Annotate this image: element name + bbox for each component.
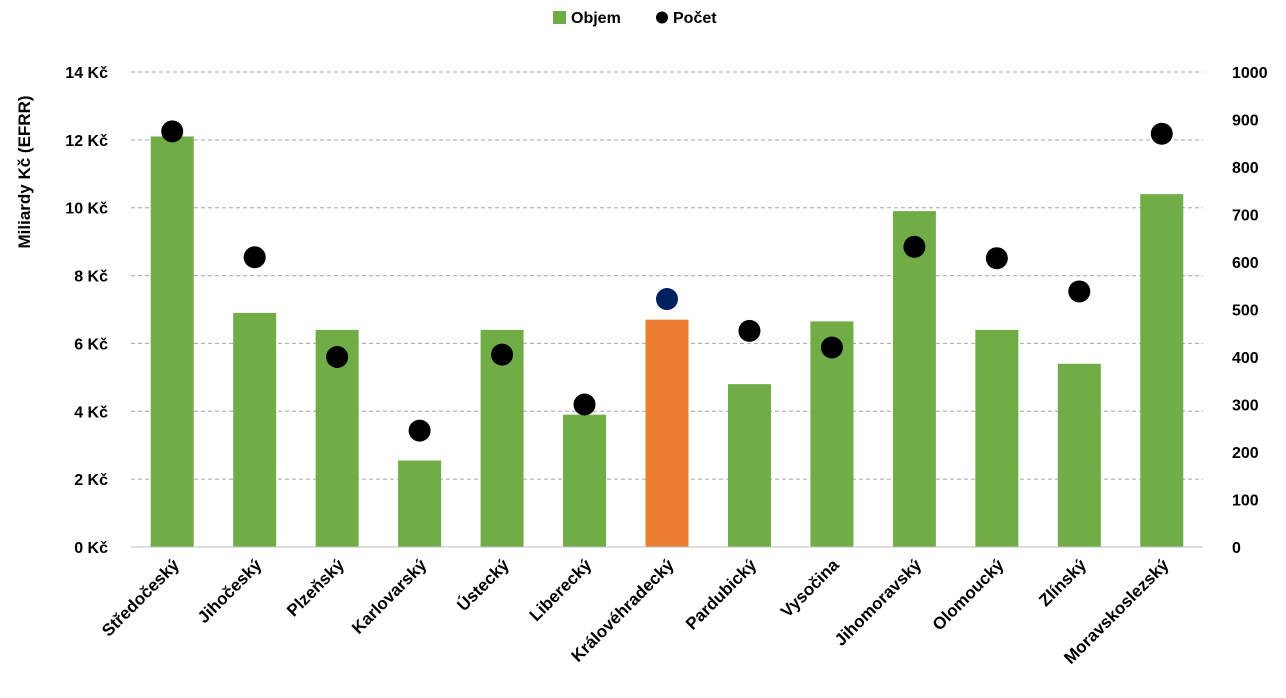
y2-tick-label: 700 <box>1232 208 1259 225</box>
y-tick-label: 0 Kč <box>74 540 108 557</box>
point-pocet <box>408 419 431 442</box>
points-pocet <box>161 120 1173 442</box>
x-tick-label: Jihočeský <box>194 555 266 627</box>
bar-objem <box>150 136 194 547</box>
y-tick-label: 6 Kč <box>74 336 108 353</box>
y2-tick-label: 0 <box>1232 540 1241 557</box>
y2-tick-label: 800 <box>1232 160 1259 177</box>
x-tick-label: Ústecký <box>453 555 513 615</box>
y2-tick-label: 300 <box>1232 398 1259 415</box>
bar-objem <box>1057 363 1101 547</box>
x-tick-label: Vysočina <box>777 555 843 621</box>
y-tick-label: 2 Kč <box>74 472 108 489</box>
x-tick-label: Karlovarský <box>348 555 431 638</box>
y-axis-title: Miliardy Kč (EFRR) <box>15 95 34 248</box>
legend-objem-swatch <box>553 11 566 24</box>
y-axis-ticks: 0 Kč 2 Kč 4 Kč 6 Kč 8 Kč 10 Kč 12 Kč 14 Kč <box>65 65 108 557</box>
bar-objem <box>975 329 1019 547</box>
x-tick-label: Pardubický <box>682 555 761 634</box>
y2-tick-label: 200 <box>1232 445 1259 462</box>
y2-tick-label: 900 <box>1232 113 1259 130</box>
x-tick-label: Jihomoravský <box>831 555 926 650</box>
bar-objem <box>727 384 771 547</box>
x-axis-ticks: Středočeský Jihočeský Plzeňský Karlovarský Ú… <box>98 555 1173 668</box>
point-pocet <box>656 288 678 311</box>
bar-objem <box>233 312 277 547</box>
bar-objem <box>1140 194 1184 547</box>
bar-objem <box>398 460 442 547</box>
y2-tick-label: 500 <box>1232 303 1259 320</box>
x-tick-label: Zlínský <box>1035 555 1090 610</box>
y2-tick-label: 1000 <box>1232 65 1268 82</box>
bar-objem <box>645 319 689 547</box>
x-tick-label: Plzeňský <box>283 555 348 620</box>
point-pocet <box>1068 280 1091 303</box>
y-tick-label: 4 Kč <box>74 404 108 421</box>
x-tick-label: Liberecký <box>526 555 596 625</box>
point-pocet <box>738 319 761 342</box>
y-tick-label: 12 Kč <box>65 133 108 150</box>
legend-pocet-marker <box>656 11 668 24</box>
y2-tick-label: 400 <box>1232 350 1259 367</box>
legend: Objem Počet <box>553 10 717 27</box>
x-tick-label: Olomoucký <box>929 555 1008 634</box>
bar-objem <box>480 329 524 547</box>
point-pocet <box>326 346 349 368</box>
y-tick-label: 10 Kč <box>65 201 108 218</box>
point-pocet <box>161 120 184 143</box>
bar-objem <box>810 321 854 547</box>
point-pocet <box>820 336 843 359</box>
bar-objem <box>892 211 936 547</box>
point-pocet <box>573 393 596 416</box>
x-tick-label: Středočeský <box>98 555 183 640</box>
y2-tick-label: 600 <box>1232 255 1259 272</box>
point-pocet <box>1150 122 1173 145</box>
y2-axis-ticks: 0 100 200 300 400 500 600 700 800 900 1000 <box>1232 65 1268 557</box>
point-pocet <box>491 343 514 366</box>
legend-pocet-label: Počet <box>673 10 717 27</box>
bars-objem <box>150 136 1184 547</box>
point-pocet <box>985 247 1008 270</box>
y-tick-label: 14 Kč <box>65 65 108 82</box>
y-tick-label: 8 Kč <box>74 269 108 286</box>
legend-objem-label: Objem <box>571 10 621 27</box>
bar-objem <box>563 414 607 547</box>
y2-tick-label: 100 <box>1232 493 1259 510</box>
point-pocet <box>903 235 926 258</box>
point-pocet <box>243 246 266 269</box>
